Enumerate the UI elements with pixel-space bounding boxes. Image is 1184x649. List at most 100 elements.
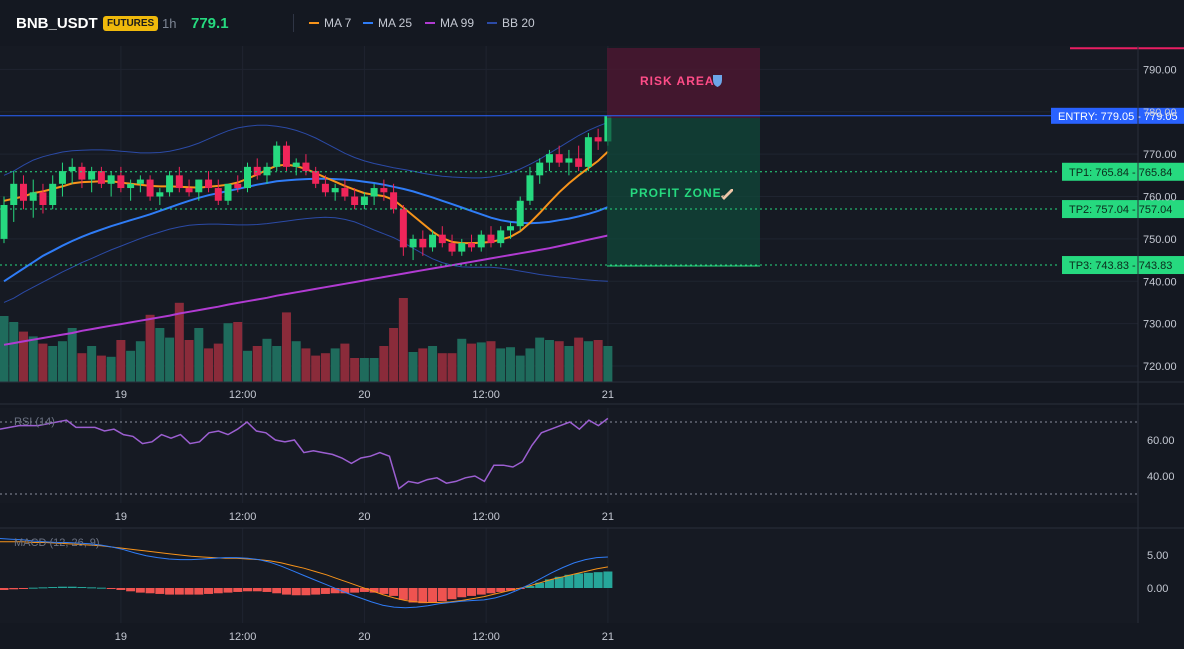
- candle-body: [360, 196, 368, 205]
- entry-tag-label: ENTRY: 779.05 - 779.05: [1058, 111, 1178, 123]
- chart-header: BNB_USDT FUTURES 1h 779.1 MA 7 MA 25 MA …: [0, 0, 1184, 46]
- volume-bar: [223, 323, 233, 382]
- timeframe-label[interactable]: 1h: [162, 16, 177, 31]
- macd-histogram-bar: [311, 588, 321, 595]
- legend-ma25[interactable]: MA 25: [363, 16, 412, 30]
- macd-histogram-bar: [369, 588, 379, 593]
- legend-bb20[interactable]: BB 20: [487, 16, 535, 30]
- volume-bar: [457, 338, 467, 382]
- candle-body: [448, 243, 456, 252]
- volume-bar: [57, 341, 67, 382]
- macd-histogram-bar: [330, 588, 340, 594]
- futures-badge: FUTURES: [103, 16, 159, 31]
- candle-body: [263, 166, 271, 176]
- volume-bar: [467, 343, 477, 382]
- volume-bar: [554, 341, 564, 382]
- macd-y-tick: 0.00: [1147, 583, 1168, 595]
- target-tag: [1062, 200, 1184, 219]
- candle-body: [205, 179, 213, 189]
- main-pane-bg: [0, 46, 1138, 382]
- volume-bar: [359, 358, 369, 382]
- x-tick-label: 12:00: [229, 631, 257, 643]
- candle-body: [10, 183, 18, 205]
- volume-bar: [96, 355, 106, 382]
- volume-bar: [447, 353, 457, 382]
- volume-bar: [204, 348, 214, 382]
- macd-histogram-bar: [291, 588, 301, 596]
- macd-histogram-bar: [574, 573, 584, 588]
- rsi-title: RSI (14): [14, 416, 55, 428]
- candle-body: [253, 166, 261, 176]
- volume-bar: [67, 328, 77, 382]
- x-tick-label: 12:00: [472, 511, 500, 523]
- bollinger-bands: [3, 121, 609, 303]
- x-tick-label: 12:00: [472, 631, 500, 643]
- macd-histogram-bar: [389, 588, 399, 596]
- candle-body: [29, 192, 37, 201]
- macd-histogram-bar: [398, 588, 408, 600]
- candle-body: [78, 166, 86, 180]
- macd-histogram-bar: [320, 588, 330, 594]
- volume-bar: [233, 322, 243, 382]
- volume-bar: [583, 341, 593, 382]
- x-tick-label: 12:00: [472, 389, 500, 401]
- macd-pane[interactable]: [0, 538, 613, 609]
- x-tick-label: 20: [358, 511, 370, 523]
- candle-body: [526, 175, 534, 201]
- candle-body: [39, 192, 47, 205]
- target-tag-label: TP1: 765.84 - 765.84: [1069, 167, 1172, 179]
- last-price: 779.1: [191, 15, 229, 32]
- volume-bar: [398, 298, 408, 382]
- x-tick-label: 21: [602, 511, 614, 523]
- macd-histogram-bar: [428, 588, 438, 603]
- risk-zone: [607, 48, 760, 118]
- volume-bar: [106, 356, 116, 382]
- macd-histogram-bar: [525, 586, 535, 588]
- macd-histogram-bar: [467, 588, 477, 596]
- volume-bar: [77, 353, 87, 382]
- volume-bar: [418, 348, 428, 382]
- candle-body: [156, 192, 164, 197]
- macd-line: [0, 538, 608, 609]
- candle-body: [282, 145, 290, 167]
- target-tag-label: TP2: 757.04 - 757.04: [1069, 204, 1172, 216]
- y-tick-label: 720.00: [1143, 361, 1177, 373]
- rocket-icon: [721, 189, 733, 200]
- candle-body: [292, 162, 300, 167]
- volume-bar: [28, 336, 38, 382]
- y-tick-label: 730.00: [1143, 319, 1177, 331]
- symbol-name[interactable]: BNB_USDT: [16, 15, 98, 32]
- candle-body: [146, 179, 154, 197]
- volume-bar: [116, 340, 126, 382]
- x-tick-label: 19: [115, 389, 127, 401]
- candle-body: [195, 179, 203, 193]
- legend-ma7[interactable]: MA 7: [309, 16, 351, 30]
- macd-histogram-bar: [544, 579, 554, 588]
- rsi-pane[interactable]: [0, 417, 1138, 495]
- volume-bar: [243, 350, 252, 382]
- volume-bar: [330, 348, 340, 382]
- volume-bar: [301, 348, 311, 382]
- y-tick-label: 770.00: [1143, 149, 1177, 161]
- legend-label: MA 7: [324, 16, 352, 30]
- target-tag-label: TP3: 743.83 - 743.83: [1069, 260, 1172, 272]
- volume-bar: [515, 355, 525, 382]
- volume-bar: [379, 346, 389, 382]
- x-tick-label: 20: [358, 631, 370, 643]
- macd-histogram-bar: [204, 588, 214, 594]
- candle-body: [409, 238, 417, 248]
- candle-body: [214, 188, 222, 201]
- volume-bar: [564, 346, 574, 382]
- price-levels: ENTRY: 779.05 - 779.05 TP1: 765.84 - 765.…: [0, 47, 1184, 275]
- candle-body: [0, 204, 8, 239]
- legend-label: BB 20: [502, 16, 535, 30]
- candle-body: [516, 200, 524, 227]
- macd-histogram-bar: [340, 588, 350, 594]
- shield-icon: [713, 75, 722, 87]
- volume-bar: [281, 312, 291, 382]
- volume-bar: [476, 342, 486, 382]
- y-tick-label: 790.00: [1143, 64, 1177, 76]
- legend-ma99[interactable]: MA 99: [425, 16, 474, 30]
- candle-body: [107, 175, 115, 184]
